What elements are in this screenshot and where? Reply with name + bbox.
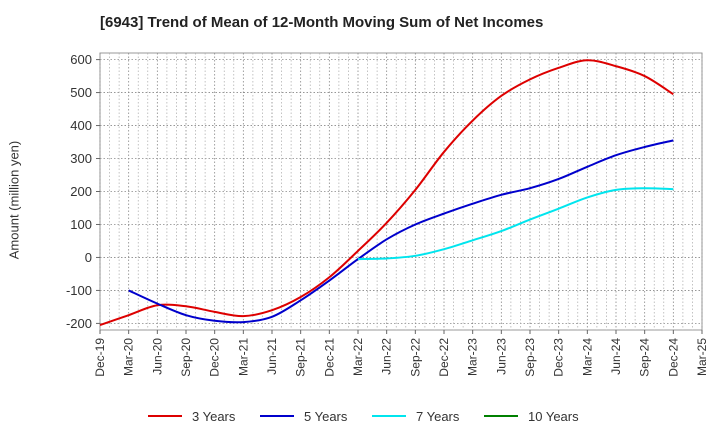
y-tick-label: -100	[66, 283, 92, 298]
x-tick-label: Sep-24	[638, 338, 652, 377]
y-tick-label: 0	[85, 250, 92, 265]
x-tick-label: Sep-20	[179, 338, 193, 377]
legend-label: 10 Years	[528, 408, 579, 424]
x-tick-label: Sep-22	[408, 338, 422, 377]
x-tick-label: Mar-24	[580, 338, 594, 376]
x-tick-label: Sep-21	[294, 338, 308, 377]
series-line-3-years	[99, 59, 674, 326]
y-tick-label: -200	[66, 316, 92, 331]
y-tick-label: 400	[70, 118, 92, 133]
legend-swatch	[484, 415, 518, 417]
series-layer	[99, 59, 674, 326]
y-tick-label: 100	[70, 217, 92, 232]
x-tick-label: Mar-22	[351, 338, 365, 376]
grid-layer	[99, 52, 703, 331]
y-tick-label: 600	[70, 52, 92, 67]
legend-label: 5 Years	[304, 408, 348, 424]
series-line-7-years	[357, 187, 674, 261]
x-tick-label: Dec-21	[322, 338, 336, 377]
x-tick-label: Jun-23	[494, 338, 508, 375]
legend-item: 3 Years	[148, 406, 235, 426]
legend-swatch	[148, 415, 182, 417]
x-tick-label: Mar-25	[695, 338, 709, 376]
series-line-5-years	[128, 139, 674, 324]
x-tick-label: Jun-20	[150, 338, 164, 375]
legend-label: 3 Years	[192, 408, 236, 424]
x-tick-label: Mar-23	[466, 338, 480, 376]
y-tick-label: 300	[70, 151, 92, 166]
legend: 3 Years 5 Years 7 Years 10 Years	[0, 406, 720, 426]
x-tick-label: Dec-19	[93, 338, 107, 377]
x-tick-label: Dec-23	[552, 338, 566, 377]
legend-label: 7 Years	[416, 408, 460, 424]
x-tick-label: Mar-20	[122, 338, 136, 376]
x-tick-label: Dec-22	[437, 338, 451, 377]
x-tick-label: Jun-21	[265, 338, 279, 375]
legend-item: 5 Years	[260, 406, 347, 426]
legend-item: 7 Years	[372, 406, 459, 426]
legend-swatch	[260, 415, 294, 417]
x-tick-label: Dec-20	[208, 338, 222, 377]
x-tick-label: Sep-23	[523, 338, 537, 377]
x-tick-label: Mar-21	[236, 338, 250, 376]
y-tick-label: 200	[70, 184, 92, 199]
chart-title: [6943] Trend of Mean of 12-Month Moving …	[100, 14, 544, 31]
x-tick-label: Jun-24	[609, 338, 623, 375]
y-tick-label: 500	[70, 85, 92, 100]
legend-swatch	[372, 415, 406, 417]
legend-item: 10 Years	[484, 406, 579, 426]
x-tick-label: Jun-22	[380, 338, 394, 375]
x-tick-label: Dec-24	[666, 338, 680, 377]
